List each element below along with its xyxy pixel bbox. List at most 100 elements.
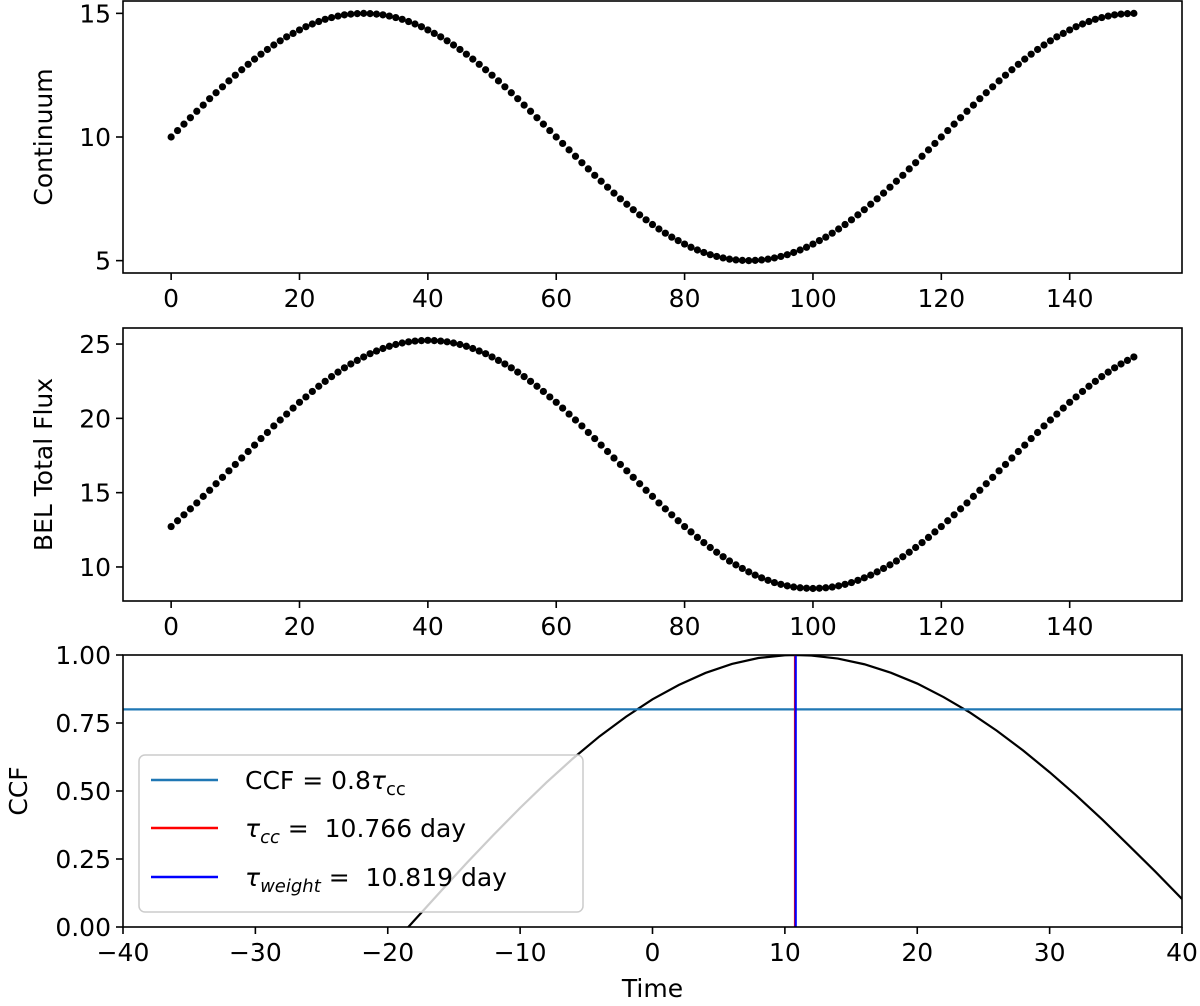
x-tick-label: 0 — [163, 612, 179, 641]
y-tick-label: 0.00 — [55, 913, 111, 942]
data-point — [610, 454, 618, 462]
data-point — [713, 548, 721, 556]
data-point — [680, 522, 689, 531]
data-point — [1014, 60, 1022, 68]
data-point — [571, 152, 580, 160]
data-point — [231, 71, 239, 79]
data-point — [199, 101, 207, 109]
legend-label: CCF = 0.8τcc — [245, 766, 406, 800]
x-tick-label: 20 — [284, 612, 316, 641]
x-tick-label: −20 — [361, 938, 414, 967]
data-point — [571, 416, 580, 424]
data-point — [1059, 404, 1067, 412]
data-point — [822, 233, 830, 241]
data-point — [822, 584, 830, 592]
data-point — [1046, 37, 1055, 45]
data-point — [841, 580, 849, 588]
data-point — [475, 347, 483, 355]
data-point — [411, 337, 419, 345]
data-point — [1091, 377, 1099, 385]
data-point — [783, 251, 791, 259]
data-point — [238, 66, 246, 74]
data-point — [494, 77, 503, 85]
data-point — [533, 382, 541, 390]
x-tick-label: 60 — [540, 612, 572, 641]
data-point — [520, 372, 528, 381]
data-point — [398, 339, 406, 347]
data-point — [340, 11, 349, 19]
data-point — [815, 584, 823, 592]
data-point — [1046, 416, 1055, 424]
data-point — [655, 499, 663, 507]
data-point — [225, 77, 233, 85]
data-point — [417, 337, 426, 345]
data-point — [1040, 41, 1048, 49]
x-tick-label: 100 — [789, 284, 837, 313]
data-point — [1059, 29, 1067, 37]
data-point — [610, 189, 618, 197]
y-tick-label: 10 — [79, 123, 111, 152]
data-point — [526, 107, 535, 115]
data-point — [687, 528, 695, 536]
data-point — [552, 133, 560, 141]
y-tick-label: 5 — [95, 247, 111, 276]
data-point — [719, 254, 727, 262]
data-point — [514, 95, 522, 103]
data-point — [565, 146, 573, 154]
data-point — [462, 342, 470, 350]
data-point — [764, 255, 772, 263]
data-point — [257, 434, 265, 443]
data-point — [578, 422, 586, 430]
data-point — [668, 233, 676, 241]
data-point — [905, 548, 913, 556]
data-point — [976, 486, 984, 494]
x-tick-label: −40 — [97, 938, 150, 967]
data-point — [584, 428, 592, 437]
data-point — [847, 216, 856, 224]
data-point — [860, 206, 868, 214]
data-point — [225, 467, 233, 475]
data-point — [1072, 23, 1080, 31]
data-point — [559, 404, 567, 412]
data-point — [918, 538, 926, 547]
legend-label: τweight = 10.819 day — [245, 863, 507, 897]
data-point — [1027, 434, 1035, 443]
data-point — [1117, 360, 1125, 368]
data-point — [539, 120, 547, 128]
data-point — [623, 200, 631, 208]
panel-1: 0 20 40 60 80 100 120 140 5 10 15 Continuum — [29, 0, 1183, 313]
data-point — [488, 71, 496, 79]
data-point — [308, 387, 316, 396]
data-point — [327, 372, 336, 381]
data-point — [424, 26, 432, 34]
data-point — [680, 240, 689, 248]
data-point — [1085, 17, 1093, 26]
data-point — [745, 568, 753, 576]
data-point — [847, 578, 856, 587]
data-point — [1066, 398, 1074, 406]
data-point — [790, 583, 798, 591]
data-point — [167, 133, 175, 141]
x-tick-label: 60 — [540, 284, 572, 313]
data-point — [283, 410, 291, 418]
legend-frame — [138, 754, 584, 913]
data-point — [206, 95, 214, 103]
data-point — [366, 10, 374, 18]
data-point — [1085, 382, 1093, 390]
data-point — [1053, 410, 1061, 418]
data-point — [950, 120, 958, 128]
data-point — [559, 139, 567, 148]
x-tick-label: 0 — [645, 938, 661, 967]
data-point — [648, 220, 657, 229]
data-point — [931, 139, 939, 148]
data-point — [392, 13, 400, 22]
data-point — [738, 564, 746, 573]
data-point — [405, 338, 413, 346]
data-point — [725, 557, 734, 565]
data-point — [860, 574, 868, 582]
data-point — [231, 460, 239, 469]
data-point — [854, 576, 862, 584]
x-tick-label: 40 — [412, 284, 444, 313]
y-tick-label: 1.00 — [55, 641, 111, 670]
data-point — [1123, 10, 1132, 18]
